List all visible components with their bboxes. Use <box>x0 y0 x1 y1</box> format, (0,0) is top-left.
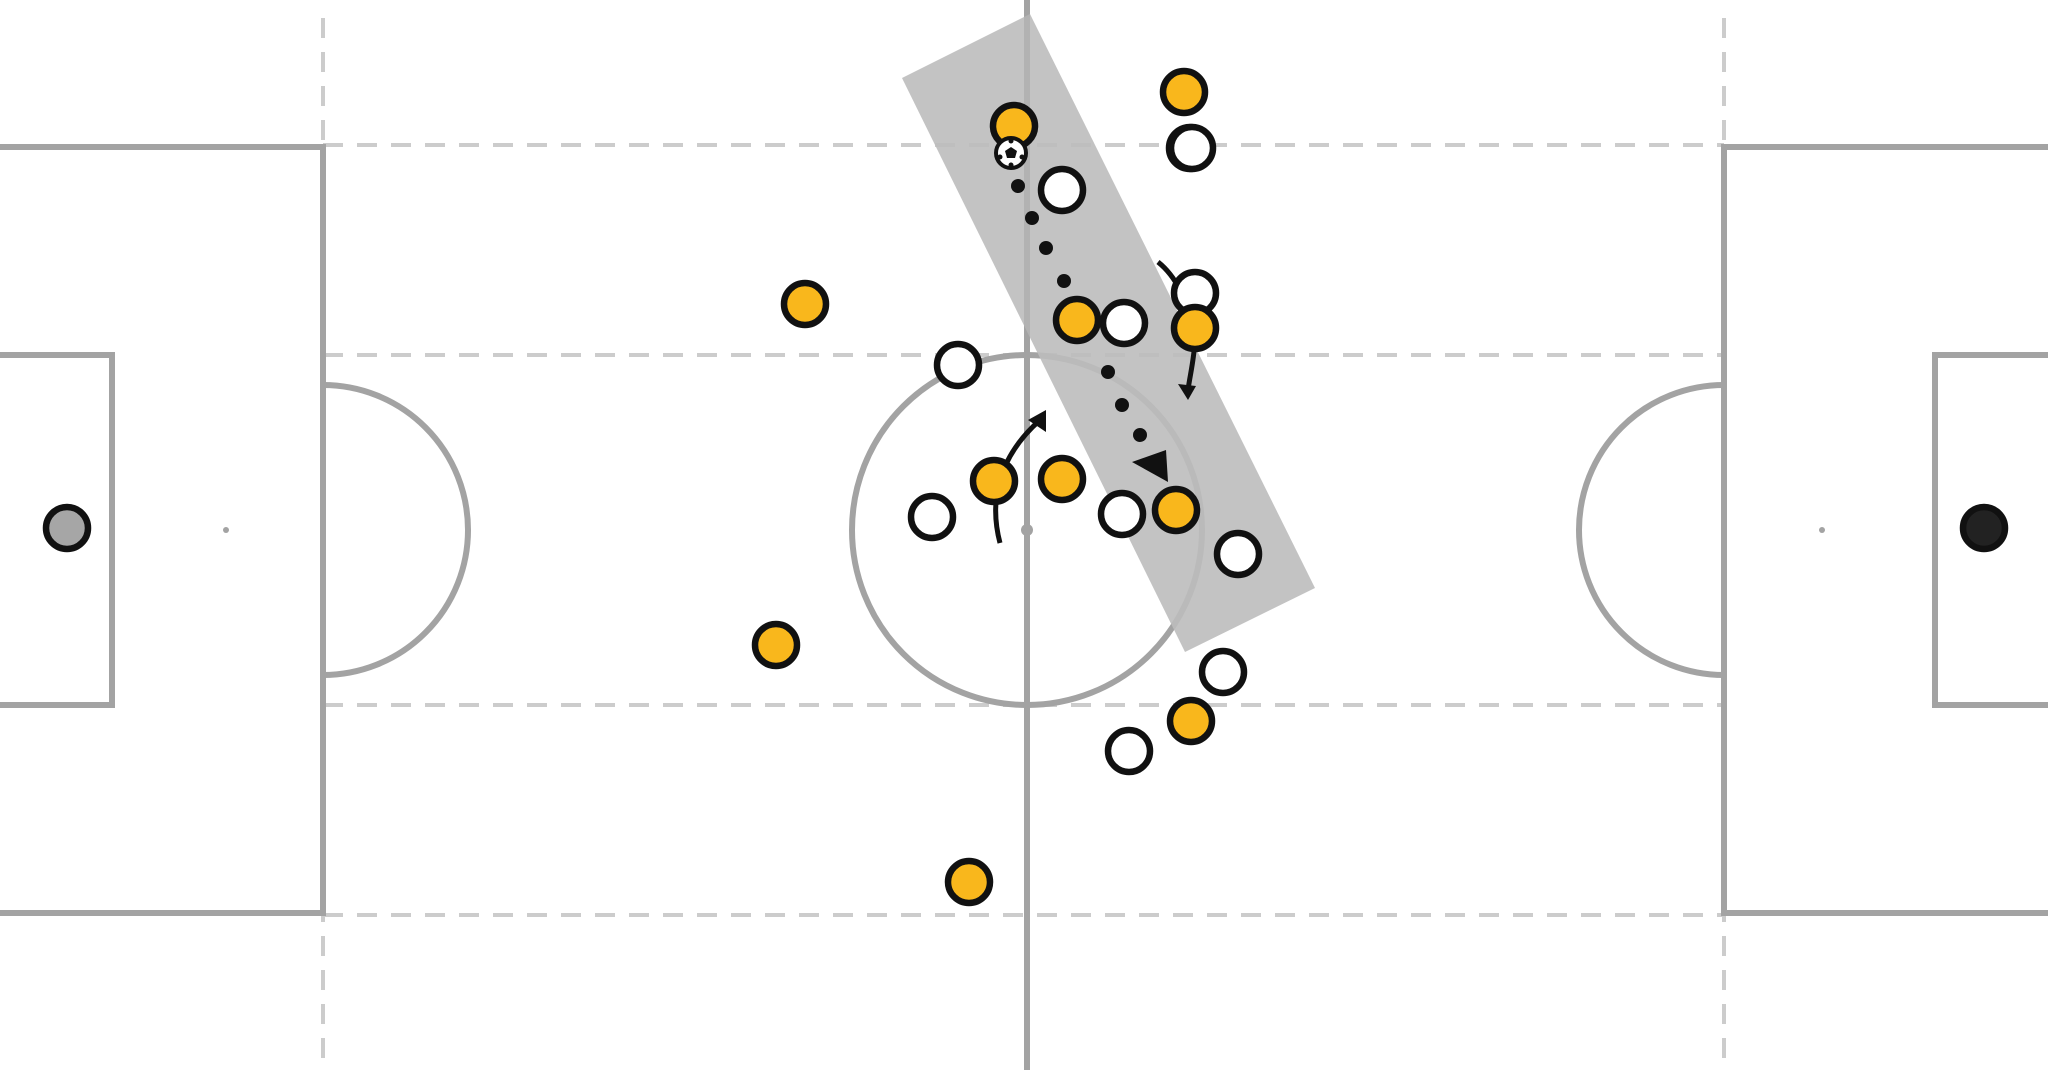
pass-dot <box>1039 241 1053 255</box>
left-penalty-spot <box>223 527 229 533</box>
keeper-left[interactable] <box>42 503 92 553</box>
pass-dot <box>1133 428 1147 442</box>
player-yellow-a8[interactable] <box>1166 696 1216 746</box>
player-white-b9[interactable] <box>1198 647 1248 697</box>
player-white-b8[interactable] <box>1213 529 1263 579</box>
player-yellow-a4[interactable] <box>944 857 994 907</box>
player-yellow-a3[interactable] <box>751 620 801 670</box>
player-white-b7[interactable] <box>1097 489 1147 539</box>
pass-dot <box>1025 211 1039 225</box>
player-yellow-a5[interactable] <box>1052 295 1102 345</box>
soccer-ball-icon[interactable] <box>994 136 1028 170</box>
right-goal-area <box>1932 352 2048 708</box>
player-white-b6[interactable] <box>907 492 957 542</box>
centre-spot <box>1021 524 1033 536</box>
pass-dot <box>1115 398 1129 412</box>
right-penalty-arc <box>1576 382 1725 678</box>
player-white-b10[interactable] <box>1104 726 1154 776</box>
player-white-b2[interactable] <box>1037 165 1087 215</box>
pass-dot <box>1057 274 1071 288</box>
keeper-right[interactable] <box>1959 503 2009 553</box>
player-yellow-a7[interactable] <box>1151 485 1201 535</box>
left-goal-area <box>0 352 115 708</box>
player-yellow-a11[interactable] <box>1037 454 1087 504</box>
player-white-b4[interactable] <box>1099 298 1149 348</box>
players-layer <box>751 67 1263 907</box>
player-yellow-a1[interactable] <box>1159 67 1209 117</box>
pass-arrowhead <box>1132 450 1168 482</box>
left-penalty-area <box>0 144 326 916</box>
player-white-b11[interactable] <box>1167 123 1217 173</box>
player-yellow-a9[interactable] <box>969 456 1019 506</box>
player-yellow-a2[interactable] <box>780 279 830 329</box>
left-penalty-arc <box>322 382 471 678</box>
right-penalty-area <box>1721 144 2048 916</box>
pass-dot <box>1101 365 1115 379</box>
run-arrowhead-central <box>1028 410 1046 432</box>
right-penalty-spot <box>1819 527 1825 533</box>
player-white-b5[interactable] <box>933 340 983 390</box>
run-arrowhead-right <box>1178 384 1196 400</box>
pass-dot <box>1011 179 1025 193</box>
player-yellow-a6[interactable] <box>1170 303 1220 353</box>
